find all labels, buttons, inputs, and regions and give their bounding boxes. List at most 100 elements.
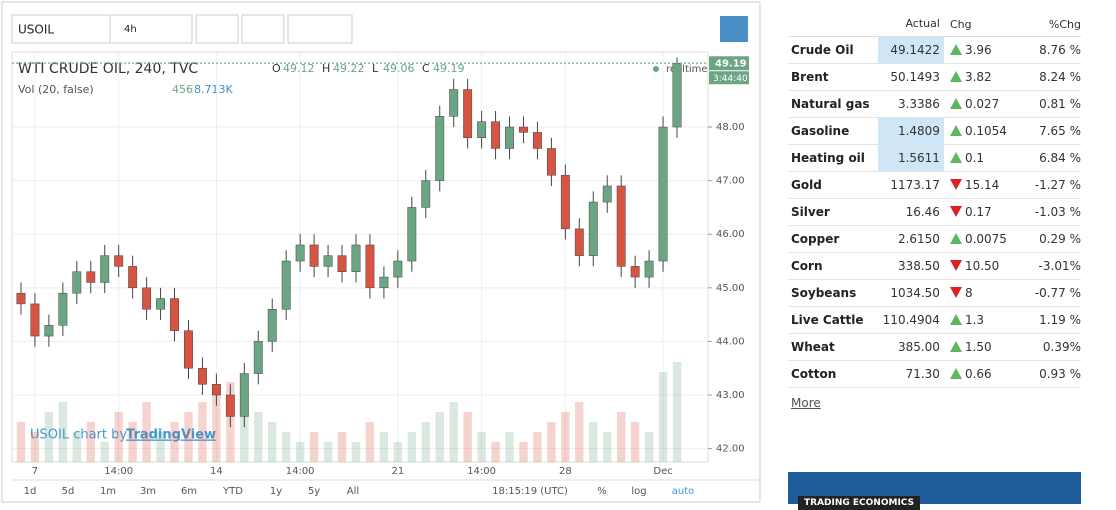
change-value: 3.96 <box>964 43 992 57</box>
volume-bar <box>393 442 403 462</box>
range-button[interactable]: 3m <box>140 486 156 497</box>
volume-bar <box>58 402 68 462</box>
compare-button[interactable] <box>241 14 285 44</box>
candle-body <box>574 228 584 256</box>
candle-body <box>546 148 556 176</box>
percent-change: 0.39% <box>1042 340 1081 354</box>
candle-body <box>351 244 361 272</box>
ohlc-value: 49.22 <box>333 62 365 75</box>
market-name: Crude Oil <box>791 43 854 57</box>
scale-button[interactable]: % <box>597 486 607 497</box>
market-row[interactable]: Soybeans 1034.50 8 -0.77 % <box>788 280 1081 307</box>
range-button[interactable]: All <box>347 486 359 497</box>
volume-bar <box>435 412 444 462</box>
candle-body <box>253 341 263 374</box>
change-value: 1.3 <box>964 313 985 327</box>
market-name: Natural gas <box>791 97 870 111</box>
range-button[interactable]: 5y <box>308 486 320 497</box>
percent-change: 8.76 % <box>1039 43 1081 57</box>
market-row[interactable]: Brent 50.1493 3.82 8.24 % <box>788 64 1081 91</box>
market-row[interactable]: Gold 1173.17 15.14 -1.27 % <box>788 172 1081 199</box>
chart-title: WTI CRUDE OIL, 240, TVC <box>18 61 198 77</box>
interval-box[interactable] <box>109 14 193 44</box>
change: 0.17 <box>944 205 1018 219</box>
range-button[interactable]: 1d <box>24 486 37 497</box>
percent-change: 0.29 % <box>1039 232 1081 246</box>
market-name: Live Cattle <box>791 313 864 327</box>
candle-body <box>30 303 40 337</box>
candle-body <box>114 255 124 267</box>
market-row[interactable]: Crude Oil 49.1422 3.96 8.76 % <box>788 37 1081 64</box>
watermark-link[interactable]: TradingView <box>126 428 216 443</box>
ohlc-label: H <box>322 62 330 75</box>
clock: 18:15:19 (UTC) <box>492 486 568 497</box>
scale-button[interactable]: auto <box>672 486 695 497</box>
volume-bar <box>617 412 626 462</box>
volume-bar <box>337 432 347 462</box>
table-header: Actual Chg %Chg <box>788 12 1081 37</box>
market-row[interactable]: Cotton 71.30 0.66 0.93 % <box>788 361 1081 388</box>
market-name: Gold <box>791 178 822 192</box>
change: 8 <box>944 286 1018 300</box>
market-row[interactable]: Natural gas 3.3386 0.027 0.81 % <box>788 91 1081 118</box>
scale-button[interactable]: log <box>631 486 646 497</box>
volume-bar <box>309 432 319 462</box>
market-row[interactable]: Corn 338.50 10.50 -3.01% <box>788 253 1081 280</box>
change: 3.82 <box>944 70 1018 84</box>
volume-bar <box>365 422 375 462</box>
candle-body <box>421 180 431 208</box>
plot-frame <box>11 51 709 463</box>
range-button[interactable]: 6m <box>181 486 197 497</box>
market-row[interactable]: Gasoline 1.4809 0.1054 7.65 % <box>788 118 1081 145</box>
actual: 3.3386 <box>897 97 940 111</box>
header-cell: Actual <box>905 17 940 30</box>
volume-bar <box>268 422 277 462</box>
market-row[interactable]: Wheat 385.00 1.50 0.39% <box>788 334 1081 361</box>
candle-body <box>16 292 26 305</box>
x-tick-label: 28 <box>559 466 572 477</box>
change-value: 15.14 <box>964 178 1000 192</box>
market-row[interactable]: Heating oil 1.5611 0.1 6.84 % <box>788 145 1081 172</box>
range-button[interactable]: YTD <box>222 486 243 497</box>
x-tick-label: Dec <box>653 466 672 477</box>
candle-body <box>630 266 640 278</box>
down-arrow <box>949 260 962 271</box>
actual: 50.1493 <box>890 70 940 84</box>
countdown: 3:44:40 <box>713 74 748 84</box>
market-row[interactable]: Copper 2.6150 0.0075 0.29 % <box>788 226 1081 253</box>
volume-bar <box>505 432 514 462</box>
candle-body <box>100 255 110 283</box>
volume-bar <box>589 422 598 462</box>
up-arrow <box>949 98 962 109</box>
candle-body <box>267 309 277 342</box>
volume-bar <box>547 422 556 462</box>
x-tick-label: 7 <box>32 466 38 477</box>
candle-body <box>198 367 207 385</box>
range-button[interactable]: 1m <box>100 486 116 497</box>
y-tick-label: 42.00 <box>716 444 745 455</box>
indicators-button[interactable] <box>195 14 239 44</box>
style-button[interactable] <box>287 14 353 44</box>
change: 0.66 <box>944 367 1018 381</box>
volume-bar <box>72 432 81 462</box>
more-link[interactable]: More <box>791 396 821 410</box>
candle-body <box>225 394 235 417</box>
ohlc-label: O <box>272 62 281 75</box>
ohlc-label: C <box>422 62 430 75</box>
symbol-box[interactable] <box>11 14 111 44</box>
market-row[interactable]: Live Cattle 110.4904 1.3 1.19 % <box>788 307 1081 334</box>
volume-bar <box>644 432 654 462</box>
down-arrow <box>949 206 962 217</box>
realtime: realtime <box>666 64 708 75</box>
range-button[interactable]: 1y <box>270 486 282 497</box>
market-row[interactable]: Silver 16.46 0.17 -1.03 % <box>788 199 1081 226</box>
volume-label: Vol (20, false) <box>18 83 94 96</box>
volume-bar <box>184 412 193 462</box>
candle-body <box>602 185 612 203</box>
range-button[interactable]: 5d <box>62 486 75 497</box>
volume-bar <box>533 432 542 462</box>
candle-body <box>533 132 542 149</box>
volume-bar <box>212 392 221 462</box>
ohlc-value: 49.06 <box>383 62 415 75</box>
fullscreen-button[interactable] <box>720 16 748 42</box>
